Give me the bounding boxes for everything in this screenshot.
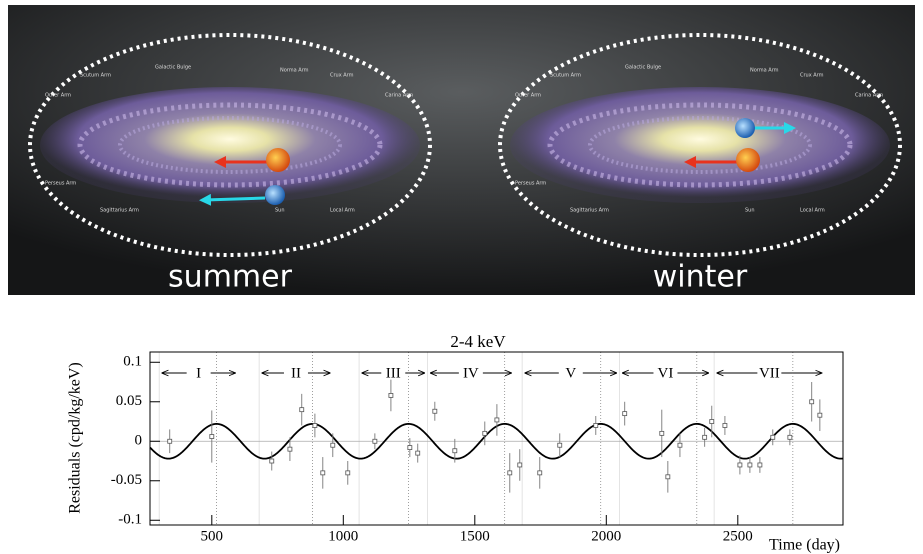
chart-title: 2-4 keV [450, 332, 506, 351]
data-point [288, 447, 292, 451]
cycle-label: III [386, 365, 401, 381]
cycle-label: I [196, 365, 201, 381]
data-point [433, 409, 437, 413]
page: Scutum Arm Galactic Bulge Norma Arm Crux Ar… [0, 0, 923, 554]
galaxy-label: Outer Arm [45, 93, 71, 99]
galaxy-label: Outer Arm [515, 93, 541, 99]
chart: 2-4 keV Residuals (cpd/kg/keV) Time (day) I… [67, 332, 843, 554]
cycle-label: VII [759, 365, 780, 381]
data-point [666, 475, 670, 479]
y-tick-label: -0.05 [111, 472, 142, 488]
y-axis-label: Residuals (cpd/kg/keV) [67, 362, 84, 514]
data-point [723, 423, 727, 427]
galaxy-label: Sagittarius Arm [570, 208, 609, 214]
data-point [771, 435, 775, 439]
season-caption: winter [653, 260, 748, 295]
data-point [210, 435, 214, 439]
earth [735, 118, 755, 138]
cycle-label: VI [658, 365, 674, 381]
galaxy-label: Norma Arm [280, 68, 309, 74]
data-point [300, 408, 304, 412]
galaxy-label: Carina Arm [855, 93, 883, 99]
plot-frame [150, 352, 843, 525]
x-tick-label: 2500 [723, 528, 753, 544]
x-axis-label: Time (day) [769, 537, 840, 554]
data-point [810, 400, 814, 404]
galaxy-label: Galactic Bulge [625, 65, 661, 71]
season-caption: summer [168, 260, 293, 295]
data-point [373, 439, 377, 443]
galaxy-label: Sun [745, 208, 755, 214]
data-point [483, 431, 487, 435]
data-point [818, 413, 822, 417]
galaxy-label: Local Arm [800, 208, 825, 214]
data-point [623, 412, 627, 416]
galaxy-label: Perseus Arm [45, 181, 76, 187]
sun [736, 148, 760, 172]
data-point [313, 423, 317, 427]
galaxy-label: Sun [275, 208, 285, 214]
data-point [738, 463, 742, 467]
cycle-label: II [291, 365, 301, 381]
data-point [508, 471, 512, 475]
galaxy-label: Perseus Arm [515, 181, 546, 187]
y-tick-label: 0.05 [116, 393, 142, 409]
data-point [538, 471, 542, 475]
galaxy-label: Norma Arm [750, 68, 779, 74]
x-tick-label: 1000 [328, 528, 358, 544]
data-point [518, 463, 522, 467]
data-point [321, 471, 325, 475]
data-point [346, 471, 350, 475]
y-tick-label: 0 [135, 433, 143, 449]
y-tick-label: -0.1 [118, 512, 142, 528]
data-point [558, 443, 562, 447]
data-point [270, 459, 274, 463]
galaxy-label: Scutum Arm [80, 73, 111, 79]
earth-velocity-arrow [205, 198, 265, 200]
galaxy-label: Sagittarius Arm [100, 208, 139, 214]
galaxy-label: Galactic Bulge [155, 65, 191, 71]
data-point [416, 451, 420, 455]
x-tick-label: 1500 [460, 528, 490, 544]
galaxy-label: Carina Arm [385, 93, 413, 99]
earth [265, 185, 285, 205]
data-point [389, 393, 393, 397]
x-tick-label: 2000 [591, 528, 621, 544]
cycle-label: V [565, 365, 576, 381]
data-point [168, 439, 172, 443]
data-point [748, 463, 752, 467]
data-point [678, 443, 682, 447]
data-point [408, 446, 412, 450]
data-point [331, 443, 335, 447]
galaxy-label: Crux Arm [330, 73, 354, 79]
sun [266, 148, 290, 172]
data-point [594, 423, 598, 427]
data-point [453, 449, 457, 453]
galaxy-label: Scutum Arm [550, 73, 581, 79]
x-tick-label: 500 [201, 528, 224, 544]
data-point [788, 435, 792, 439]
y-tick-label: 0.1 [123, 354, 142, 370]
cycle-label: IV [463, 365, 479, 381]
data-point [495, 418, 499, 422]
galaxy-label: Crux Arm [800, 73, 824, 79]
data-point [703, 435, 707, 439]
data-point [710, 420, 714, 424]
data-point [660, 431, 664, 435]
data-point [758, 463, 762, 467]
galaxy-label: Local Arm [330, 208, 355, 214]
